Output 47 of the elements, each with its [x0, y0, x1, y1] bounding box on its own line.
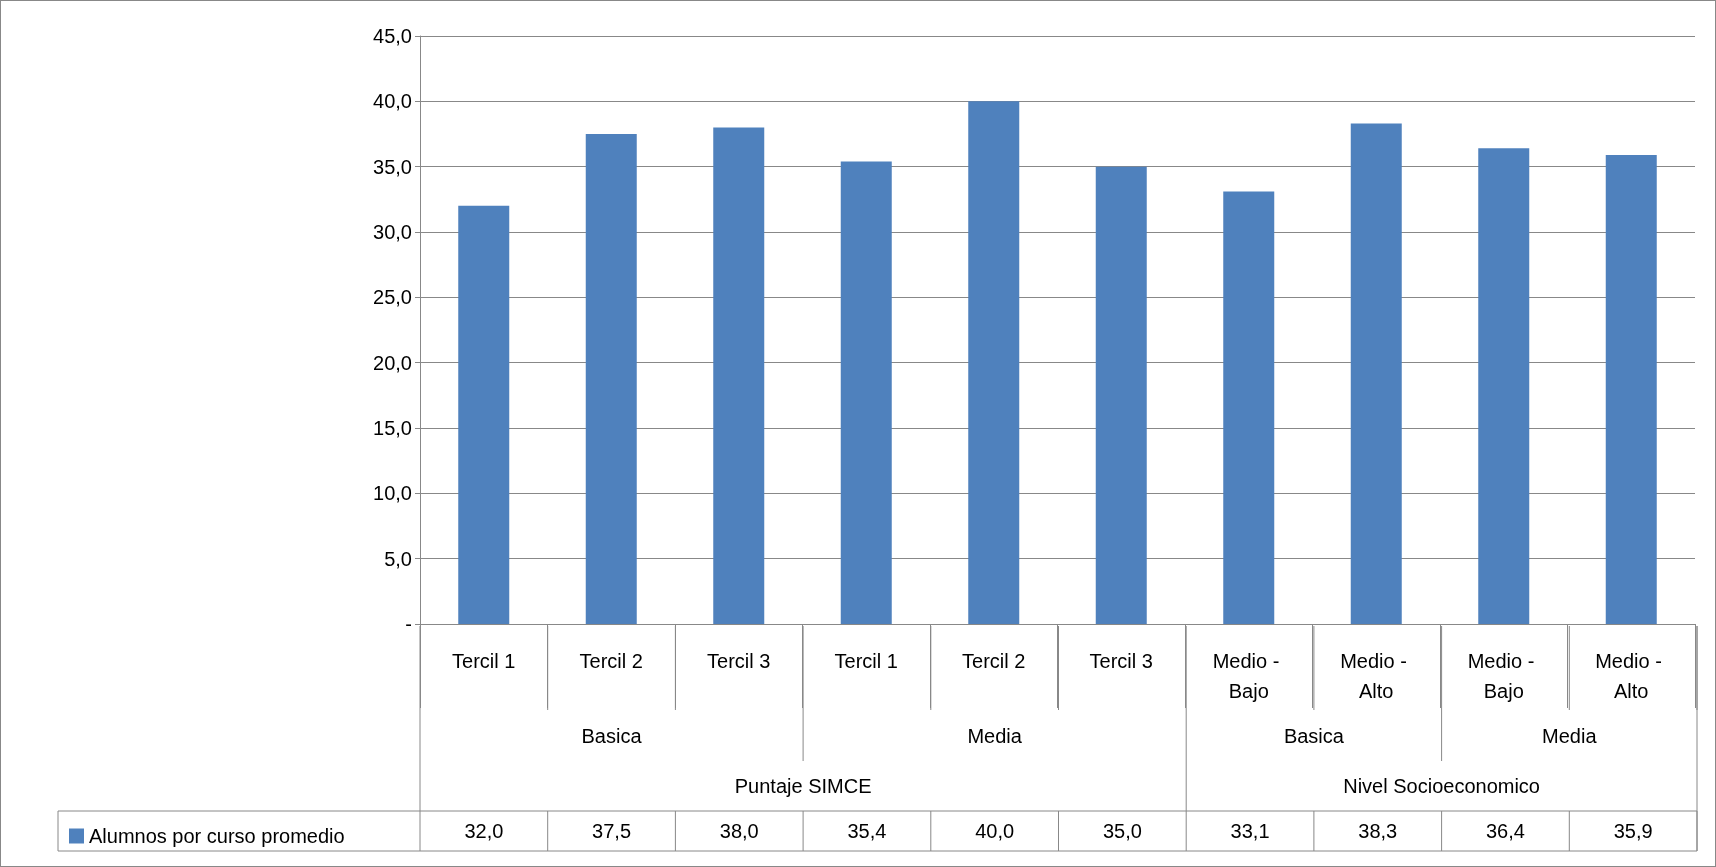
x-tick-label: Tercil 3: [707, 650, 771, 672]
bar: [1478, 148, 1530, 624]
y-tick-label: 40,0: [373, 90, 412, 113]
y-tick-label: 35,0: [373, 155, 412, 178]
text: Nivel Socioeconomico: [1343, 775, 1540, 797]
x-tick-label: Medio - Alto: [1595, 650, 1668, 702]
x-tick-label: Medio - Bajo: [1467, 650, 1540, 702]
bar: [1095, 166, 1147, 624]
x-tick-label: Tercil 1: [834, 650, 898, 672]
text: Media: [967, 724, 1023, 747]
legend-label: Alumnos por curso promedio: [89, 825, 345, 847]
bar: [1605, 154, 1657, 624]
text: Media: [1542, 724, 1598, 747]
data-label: 40,0: [975, 820, 1015, 842]
data-label: 38,0: [719, 820, 759, 842]
data-label: 35,4: [847, 820, 887, 842]
y-tick-label: 5,0: [384, 547, 412, 570]
x-tick-label: Medio - Bajo: [1212, 650, 1285, 702]
x-tick-label: Tercil 3: [1089, 650, 1153, 672]
bar: [585, 134, 637, 624]
y-tick-label: 45,0: [373, 25, 412, 47]
data-label: 33,1: [1230, 820, 1270, 842]
bar: [1350, 123, 1402, 624]
y-tick-label: 15,0: [373, 417, 412, 439]
x-tick-label: Tercil 2: [579, 650, 643, 672]
data-label: 37,5: [592, 820, 632, 842]
text: Basica: [581, 724, 643, 747]
text: Puntaje SIMCE: [734, 775, 872, 797]
x-tick-label: Medio - Alto: [1340, 650, 1413, 702]
bar: [458, 205, 510, 624]
text: Basica: [1283, 724, 1345, 747]
bar: [840, 161, 892, 624]
bar: [713, 127, 765, 624]
data-label: 35,0: [1102, 820, 1142, 842]
x-tick-label: Tercil 1: [452, 650, 516, 672]
x-tick-label: Tercil 2: [962, 650, 1026, 672]
y-tick-label: -: [405, 613, 412, 635]
bar: [968, 101, 1020, 624]
bar: [1223, 191, 1275, 624]
data-label: 32,0: [464, 820, 504, 842]
y-tick-label: 25,0: [373, 286, 412, 309]
y-tick-label: 10,0: [373, 482, 412, 505]
y-tick-label: 20,0: [373, 351, 412, 374]
data-label: 35,9: [1613, 820, 1653, 842]
y-tick-label: 30,0: [373, 221, 412, 243]
data-label: 38,3: [1358, 820, 1398, 842]
data-label: 36,4: [1485, 820, 1525, 842]
